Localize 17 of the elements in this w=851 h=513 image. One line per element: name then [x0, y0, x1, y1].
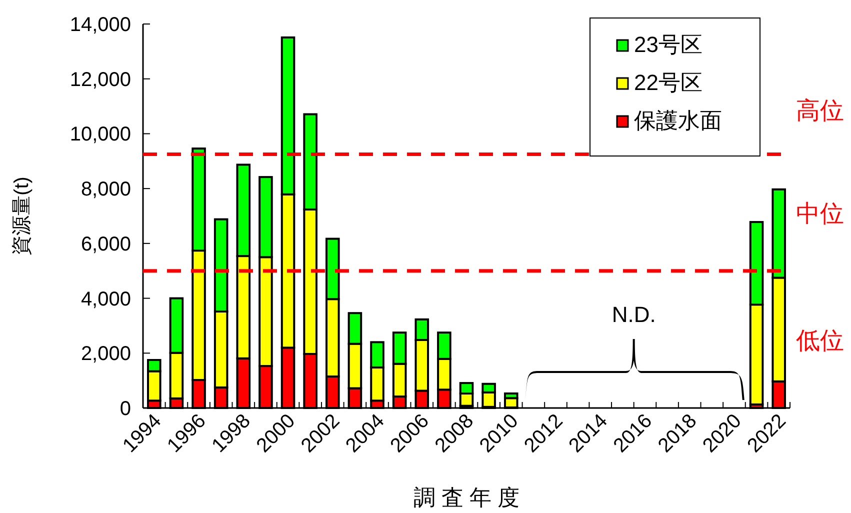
legend-label: 保護水面 [634, 108, 722, 133]
y-tick-label: 12,000 [70, 68, 131, 91]
y-tick-label: 8,000 [80, 178, 131, 201]
y-axis-title: 資源量(t) [11, 176, 33, 256]
legend-label: 22号区 [634, 70, 702, 95]
x-axis-title: 調 査 年 度 [413, 485, 520, 510]
text: 高位 [796, 97, 844, 124]
y-tick-label: 2,000 [80, 343, 131, 366]
y-tick-label: 14,000 [70, 14, 131, 36]
text: 中位 [796, 200, 844, 228]
y-tick-label: 0 [120, 398, 131, 420]
y-tick-label: 6,000 [80, 233, 131, 256]
legend-label: 23号区 [634, 32, 702, 57]
annotation: N.D. [612, 302, 656, 327]
y-tick-label: 10,000 [70, 124, 131, 146]
text: 低位 [796, 327, 844, 354]
y-tick-label: 4,000 [80, 288, 131, 310]
